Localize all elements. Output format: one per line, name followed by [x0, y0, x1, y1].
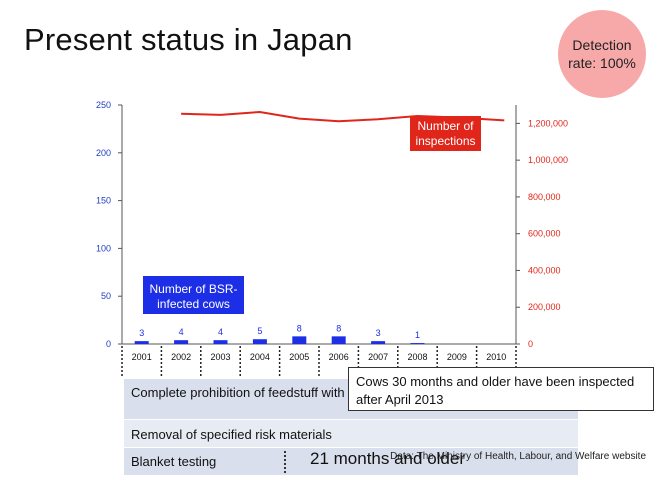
year-label-2001: 2001 — [132, 352, 152, 362]
inspections-label-box — [410, 116, 481, 151]
year-label-2007: 2007 — [368, 352, 388, 362]
left-tick-label: 50 — [101, 291, 111, 301]
bar-value-label: 5 — [257, 326, 262, 336]
bar-infected-2002 — [174, 340, 189, 344]
blanket-testing-label: Blanket testing — [131, 454, 217, 469]
bar-value-label: 1 — [415, 330, 420, 340]
bar-value-label: 3 — [139, 328, 144, 338]
right-tick-label: 400,000 — [528, 265, 561, 275]
year-label-2003: 2003 — [210, 352, 230, 362]
right-tick-label: 1,000,000 — [528, 155, 568, 165]
left-tick-label: 250 — [96, 100, 111, 110]
bar-value-label: 8 — [297, 323, 302, 333]
left-tick-label: 150 — [96, 196, 111, 206]
right-tick-label: 0 — [528, 339, 533, 349]
year-label-2008: 2008 — [407, 352, 427, 362]
bar-value-label: 8 — [336, 323, 341, 333]
year-label-2009: 2009 — [447, 352, 467, 362]
data-source: Data: The Ministry of Health, Labour, an… — [390, 451, 646, 462]
slide-title: Present status in Japan — [24, 22, 353, 57]
infected-label-box — [143, 276, 244, 314]
bar-infected-2008 — [410, 343, 425, 344]
detection-rate-text: Detection rate: 100% — [568, 37, 636, 71]
left-tick-label: 200 — [96, 148, 111, 158]
bar-value-label: 4 — [179, 327, 184, 337]
inspection-callout: Cows 30 months and older have been inspe… — [348, 367, 654, 411]
inspections-label-line2: inspections — [415, 134, 475, 148]
bar-infected-2005 — [292, 336, 307, 344]
measure-blanket-testing: Blanket testing 21 months and older — [124, 448, 578, 476]
year-label-2005: 2005 — [289, 352, 309, 362]
bar-infected-2001 — [134, 341, 149, 344]
year-label-2010: 2010 — [486, 352, 506, 362]
testing-divider — [284, 451, 286, 473]
year-label-2002: 2002 — [171, 352, 191, 362]
right-tick-label: 800,000 — [528, 192, 561, 202]
right-tick-label: 200,000 — [528, 302, 561, 312]
infected-label-line2: infected cows — [157, 297, 230, 311]
measure-srm-removal: Removal of specified risk materials — [124, 420, 578, 448]
left-tick-label: 0 — [106, 339, 111, 349]
inspections-label-line1: Number of — [417, 119, 474, 133]
infected-label-line1: Number of BSR- — [149, 282, 237, 296]
year-label-2004: 2004 — [250, 352, 270, 362]
right-tick-label: 600,000 — [528, 229, 561, 239]
left-tick-label: 100 — [96, 243, 111, 253]
bar-value-label: 4 — [218, 327, 223, 337]
right-tick-label: 1,200,000 — [528, 118, 568, 128]
detection-rate-badge: Detection rate: 100% — [558, 10, 646, 98]
testing-age-label: 21 months and older — [310, 449, 465, 468]
bar-infected-2006 — [331, 336, 346, 344]
bar-infected-2004 — [252, 339, 267, 344]
bar-value-label: 3 — [376, 328, 381, 338]
bar-infected-2003 — [213, 340, 228, 344]
bar-infected-2007 — [371, 341, 386, 344]
year-label-2006: 2006 — [329, 352, 349, 362]
